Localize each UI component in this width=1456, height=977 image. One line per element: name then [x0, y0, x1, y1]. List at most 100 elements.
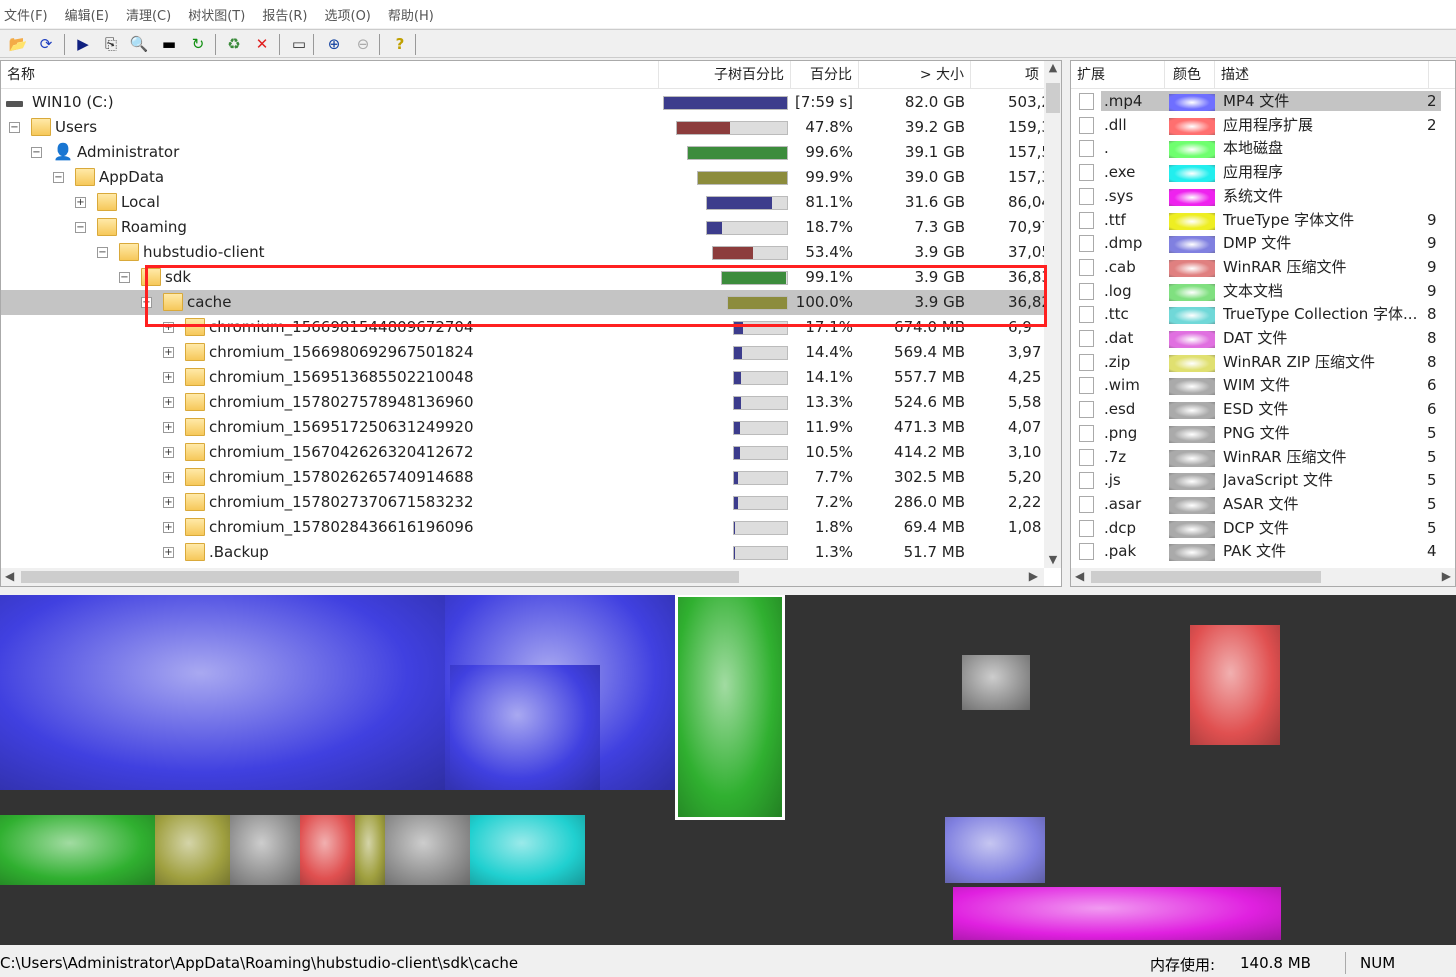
expander-minus-icon[interactable]: −	[53, 172, 64, 183]
menu-item[interactable]: 文件(F)	[4, 8, 48, 24]
expander-plus-icon[interactable]: +	[163, 447, 174, 458]
extension-row[interactable]: .dll 应用程序扩展 2	[1071, 114, 1445, 137]
tree-row[interactable]: + Local 81.1% 31.6 GB 86,04	[1, 190, 1044, 215]
column-color[interactable]: 颜色	[1165, 61, 1215, 89]
delete-icon[interactable]: ✕	[255, 35, 269, 53]
extension-row[interactable]: .dat DAT 文件 8	[1071, 327, 1445, 350]
column-subtree-percent[interactable]: 子树百分比	[659, 61, 791, 89]
menu-item[interactable]: 清理(C)	[125, 8, 172, 24]
expander-minus-icon[interactable]: −	[31, 147, 42, 158]
expander-minus-icon[interactable]: −	[119, 272, 130, 283]
extension-row[interactable]: .esd ESD 文件 6	[1071, 398, 1445, 421]
tree-row[interactable]: −👤Administrator 99.6% 39.1 GB 157,53	[1, 140, 1044, 165]
extension-row[interactable]: .ttf TrueType 字体文件 9	[1071, 209, 1445, 232]
extension-horizontal-scrollbar[interactable]: ◀ ▶	[1071, 568, 1455, 586]
column-description[interactable]: 描述	[1215, 61, 1429, 89]
new-folder-icon[interactable]: ▭	[291, 35, 307, 53]
scroll-left-icon[interactable]: ◀	[5, 569, 15, 583]
expander-minus-icon[interactable]: −	[75, 222, 86, 233]
extension-row[interactable]: .asar ASAR 文件 5	[1071, 493, 1445, 516]
column-items[interactable]: 项	[971, 61, 1046, 89]
expander-plus-icon[interactable]: +	[163, 472, 174, 483]
extension-row[interactable]: .sys 系统文件	[1071, 185, 1445, 208]
menu-item[interactable]: 树状图(T)	[188, 8, 246, 24]
expander-minus-icon[interactable]: −	[97, 247, 108, 258]
extension-row[interactable]: . 本地磁盘	[1071, 137, 1445, 160]
extension-row[interactable]: .log 文本文档 9	[1071, 280, 1445, 303]
menu-item[interactable]: 报告(R)	[262, 8, 308, 24]
tree-row[interactable]: + chromium_1578026265740914688 7.7% 302.5 M…	[1, 465, 1044, 490]
extension-row[interactable]: .ttc TrueType Collection 字体... 8	[1071, 303, 1445, 326]
scroll-thumb[interactable]	[21, 571, 739, 583]
tree-row[interactable]: + chromium_1578027578948136960 13.3% 524.6 …	[1, 390, 1044, 415]
tree-vertical-scrollbar[interactable]: ▲ ▼	[1044, 61, 1061, 568]
menu-item[interactable]: 帮助(H)	[387, 8, 434, 24]
column-size[interactable]: > 大小	[859, 61, 971, 89]
tree-row[interactable]: + chromium_1569513685502210048 14.1% 557.7 …	[1, 365, 1044, 390]
tree-row[interactable]: − Users 47.8% 39.2 GB 159,31	[1, 115, 1044, 140]
tree-row[interactable]: + chromium_1567042626320412672 10.5% 414.2 …	[1, 440, 1044, 465]
tree-row[interactable]: − AppData 99.9% 39.0 GB 157,35	[1, 165, 1044, 190]
expander-plus-icon[interactable]: +	[163, 322, 174, 333]
extension-row[interactable]: .dcp DCP 文件 5	[1071, 517, 1445, 540]
open-icon[interactable]: 📂	[8, 35, 28, 53]
recycle-bin-icon[interactable]: ♻	[227, 35, 241, 53]
tree-row[interactable]: + chromium_1569517250631249920 11.9% 471.3 …	[1, 415, 1044, 440]
expander-plus-icon[interactable]: +	[163, 522, 174, 533]
scroll-down-icon[interactable]: ▼	[1048, 553, 1058, 566]
help-icon[interactable]: ?	[395, 35, 405, 53]
tree-row[interactable]: + chromium_1566981544809672704 17.1% 674.0 …	[1, 315, 1044, 340]
expander-plus-icon[interactable]: +	[163, 397, 174, 408]
scroll-right-icon[interactable]: ▶	[1441, 569, 1451, 583]
extension-row[interactable]: .dmp DMP 文件 9	[1071, 232, 1445, 255]
tree-row[interactable]: + chromium_1578027370671583232 7.2% 286.0 M…	[1, 490, 1044, 515]
tree-row[interactable]: − sdk 99.1% 3.9 GB 36,83	[1, 265, 1044, 290]
tree-row[interactable]: − Roaming 18.7% 7.3 GB 70,97	[1, 215, 1044, 240]
extension-row[interactable]: .png PNG 文件 5	[1071, 422, 1445, 445]
refresh-selected-icon[interactable]: ↻	[191, 35, 205, 53]
expander-plus-icon[interactable]: +	[163, 497, 174, 508]
cmd-icon[interactable]: ▬	[161, 35, 177, 53]
extension-row[interactable]: .exe 应用程序	[1071, 161, 1445, 184]
extension-row[interactable]: .zip WinRAR ZIP 压缩文件 8	[1071, 351, 1445, 374]
extension-row[interactable]: .wim WIM 文件 6	[1071, 374, 1445, 397]
scroll-thumb[interactable]	[1091, 571, 1321, 583]
extension-row[interactable]: .js JavaScript 文件 5	[1071, 469, 1445, 492]
menu-item[interactable]: 选项(O)	[324, 8, 371, 24]
tree-row[interactable]: + chromium_1578028436616196096 1.8% 69.4 MB…	[1, 515, 1044, 540]
extension-row[interactable]: .7z WinRAR 压缩文件 5	[1071, 446, 1445, 469]
percent-value: 99.9%	[805, 168, 853, 186]
zoom-out-icon[interactable]: ⊖	[356, 35, 370, 53]
play-icon[interactable]: ▶	[77, 35, 89, 53]
scroll-right-icon[interactable]: ▶	[1028, 569, 1038, 583]
explorer-icon[interactable]: 🔍	[129, 35, 149, 53]
extension-row[interactable]: .pak PAK 文件 4	[1071, 540, 1445, 563]
expander-plus-icon[interactable]: +	[163, 547, 174, 558]
copy-icon[interactable]: ⎘	[104, 35, 117, 53]
tree-row[interactable]: + chromium_1566980692967501824 14.4% 569.4 …	[1, 340, 1044, 365]
tree-row[interactable]: WIN10 (C:) [7:59 s] 82.0 GB 503,22	[1, 90, 1044, 115]
expander-plus-icon[interactable]: +	[163, 347, 174, 358]
treemap[interactable]	[0, 595, 1456, 945]
tree-row[interactable]: + .Backup 1.3% 51.7 MB	[1, 540, 1044, 565]
tree-list[interactable]: WIN10 (C:) [7:59 s] 82.0 GB 503,22 − Users 47.…	[1, 90, 1044, 565]
expander-minus-icon[interactable]: −	[9, 122, 20, 133]
column-extension[interactable]: 扩展	[1071, 61, 1165, 89]
extension-row[interactable]: .cab WinRAR 压缩文件 9	[1071, 256, 1445, 279]
column-percent[interactable]: 百分比	[791, 61, 859, 89]
zoom-in-icon[interactable]: ⊕	[327, 35, 341, 53]
scroll-left-icon[interactable]: ◀	[1075, 569, 1085, 583]
extension-list[interactable]: .mp4 MP4 文件 2 .dll 应用程序扩展 2. 本地磁盘 .exe 应用程序 .sys 系…	[1071, 90, 1445, 568]
refresh-icon[interactable]: ⟳	[39, 35, 53, 53]
tree-row[interactable]: − hubstudio-client 53.4% 3.9 GB 37,05	[1, 240, 1044, 265]
column-name[interactable]: 名称	[1, 61, 659, 89]
tree-horizontal-scrollbar[interactable]: ◀ ▶	[1, 568, 1044, 586]
expander-plus-icon[interactable]: +	[163, 422, 174, 433]
expander-plus-icon[interactable]: +	[163, 372, 174, 383]
extension-row[interactable]: .mp4 MP4 文件 2	[1071, 90, 1445, 113]
scroll-thumb[interactable]	[1046, 83, 1060, 113]
expander-plus-icon[interactable]: +	[75, 197, 86, 208]
scroll-up-icon[interactable]: ▲	[1048, 61, 1058, 74]
menu-item[interactable]: 编辑(E)	[64, 8, 109, 24]
